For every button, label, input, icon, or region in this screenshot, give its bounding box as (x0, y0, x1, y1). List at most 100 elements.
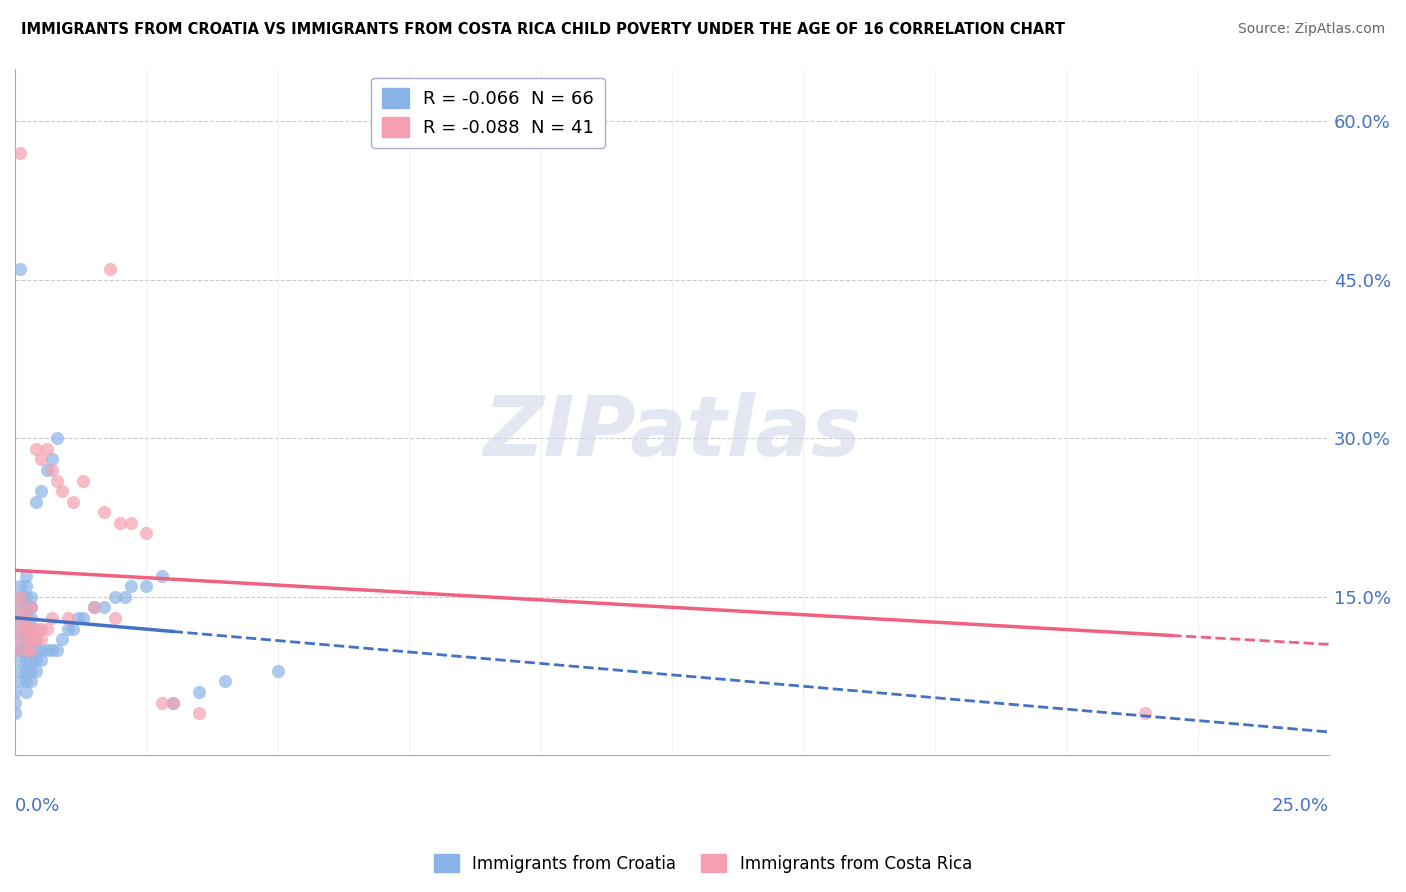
Point (1133, 706, 1156, 720)
Point (72, 611, 94, 625)
Point (25, 642, 48, 657)
Point (8, 674, 31, 689)
Point (67, 611, 90, 625)
Point (188, 706, 211, 720)
Point (14, 632, 37, 646)
Point (83, 600, 105, 615)
Point (188, 685, 211, 699)
Point (93, 600, 115, 615)
Point (14, 642, 37, 657)
Point (14, 685, 37, 699)
Point (14, 653, 37, 667)
Point (4, 642, 27, 657)
Point (162, 696, 184, 710)
Point (41, 642, 63, 657)
Point (72, 474, 94, 488)
Point (25, 622, 48, 636)
Point (108, 516, 131, 530)
Point (30, 653, 52, 667)
Point (14, 611, 37, 625)
Point (20, 600, 42, 615)
Point (8, 600, 31, 615)
Point (30, 452, 52, 467)
Point (25, 495, 48, 509)
Point (4, 685, 27, 699)
Point (41, 463, 63, 477)
Point (8, 611, 31, 625)
Point (214, 674, 236, 689)
Point (46, 431, 69, 445)
Point (30, 632, 52, 646)
Point (135, 579, 157, 593)
Point (267, 664, 290, 678)
Text: 0.0%: 0.0% (15, 797, 60, 814)
Point (98, 262, 121, 277)
Point (51, 632, 73, 646)
Point (56, 611, 79, 625)
Point (14, 590, 37, 604)
Point (30, 484, 52, 499)
Point (83, 600, 105, 615)
Point (20, 642, 42, 657)
Point (20, 664, 42, 678)
Point (56, 622, 79, 636)
Point (8, 642, 31, 657)
Point (20, 674, 42, 689)
Point (8, 632, 31, 646)
Point (120, 516, 142, 530)
Text: ZIPatlas: ZIPatlas (484, 392, 860, 473)
Point (25, 442, 48, 456)
Point (25, 664, 48, 678)
Point (104, 590, 127, 604)
Point (8, 642, 31, 657)
Point (20, 622, 42, 636)
Point (93, 505, 115, 519)
Point (8, 600, 31, 615)
Point (30, 642, 52, 657)
Point (25, 653, 48, 667)
Point (46, 474, 69, 488)
Point (41, 452, 63, 467)
Point (8, 579, 31, 593)
Point (14, 664, 37, 678)
Text: IMMIGRANTS FROM CROATIA VS IMMIGRANTS FROM COSTA RICA CHILD POVERTY UNDER THE AG: IMMIGRANTS FROM CROATIA VS IMMIGRANTS FR… (21, 22, 1066, 37)
Point (14, 632, 37, 646)
Point (62, 622, 84, 636)
Point (20, 632, 42, 646)
Point (162, 696, 184, 710)
Point (51, 484, 73, 499)
Point (8, 611, 31, 625)
Point (14, 600, 37, 615)
Point (8, 590, 31, 604)
Point (25, 632, 48, 646)
Point (14, 568, 37, 582)
Point (8, 262, 31, 277)
Point (14, 622, 37, 636)
Point (8, 622, 31, 636)
Point (14, 674, 37, 689)
Point (30, 622, 52, 636)
Point (114, 590, 136, 604)
Point (104, 611, 127, 625)
Point (8, 622, 31, 636)
Point (150, 696, 173, 710)
Point (8, 146, 31, 161)
Point (20, 600, 42, 615)
Legend: Immigrants from Croatia, Immigrants from Costa Rica: Immigrants from Croatia, Immigrants from… (427, 847, 979, 880)
Point (120, 579, 142, 593)
Point (20, 611, 42, 625)
Point (41, 611, 63, 625)
Point (20, 622, 42, 636)
Point (46, 642, 69, 657)
Point (135, 526, 157, 541)
Text: 25.0%: 25.0% (1272, 797, 1329, 814)
Point (35, 463, 58, 477)
Point (14, 611, 37, 625)
Point (35, 642, 58, 657)
Point (20, 653, 42, 667)
Text: Source: ZipAtlas.com: Source: ZipAtlas.com (1237, 22, 1385, 37)
Point (4, 706, 27, 720)
Point (8, 590, 31, 604)
Point (20, 632, 42, 646)
Point (4, 696, 27, 710)
